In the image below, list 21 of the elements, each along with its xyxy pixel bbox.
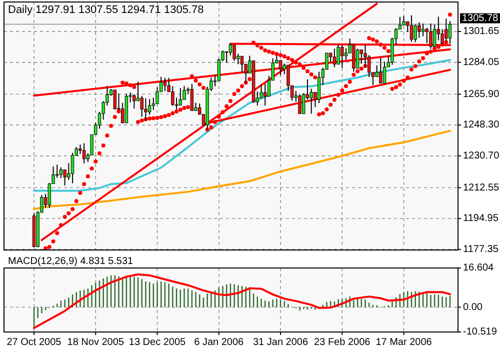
y-tick-label: 1194.95 <box>463 213 499 224</box>
x-tick-label: 27 Oct 2005 <box>6 337 62 348</box>
x-tick-label: 23 Feb 2006 <box>314 337 371 348</box>
y-tick-label: 1265.90 <box>463 88 500 100</box>
ref-line-label: 1305.78 <box>462 12 499 24</box>
y-tick-label: 1284.05 <box>463 57 500 68</box>
y-tick-label: 0.00 <box>463 302 483 313</box>
chart-title: MACD(12,26,9) 4.831 5.531 <box>8 256 134 267</box>
x-tick-label: 17 Mar 2006 <box>376 337 432 348</box>
x-tick-label: 13 Dec 2005 <box>128 337 186 348</box>
y-tick-label: 1230.70 <box>463 150 500 162</box>
y-tick-label: 1177.35 <box>463 244 499 256</box>
y-tick-label: 1248.30 <box>463 120 500 131</box>
y-tick-label: -10.519 <box>463 326 498 338</box>
x-tick-label: 6 Jan 2006 <box>194 337 244 348</box>
x-tick-label: 18 Nov 2005 <box>67 337 124 348</box>
y-tick-label: 16.604 <box>463 262 494 274</box>
chart-title: Daily 1297.91 1307.55 1294.71 1305.78 <box>8 4 204 16</box>
x-tick-label: 31 Jan 2006 <box>252 337 308 348</box>
y-tick-label: 1212.55 <box>463 182 500 194</box>
y-tick-label: 1301.65 <box>463 26 500 38</box>
